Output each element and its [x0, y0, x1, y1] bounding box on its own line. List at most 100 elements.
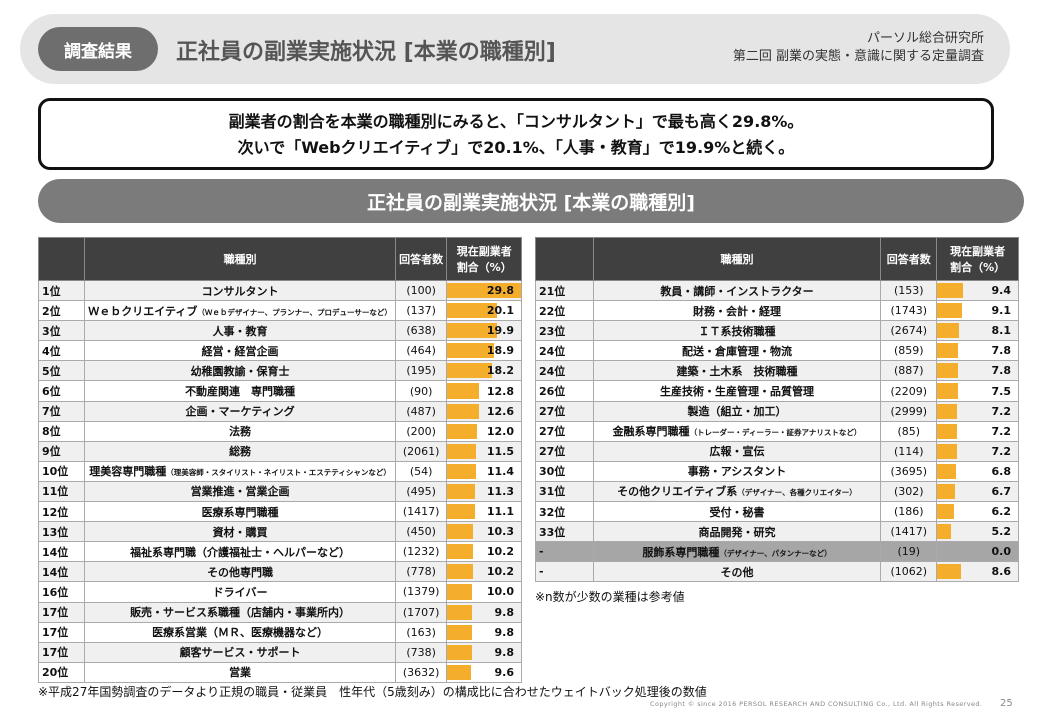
rate-value: 8.1	[991, 324, 1012, 338]
job-cell: 受付・秘書	[592, 501, 882, 523]
rank-cell: 21位	[535, 279, 594, 302]
respondents-cell: (137)	[394, 300, 448, 322]
table-row: 13位 資材・購買 (450) 10.3	[37, 521, 522, 543]
ranking-table-left: 職種別 回答者数 現在副業者 割合（%） 1位 コンサルタント (100) 29.8 2…	[37, 237, 522, 683]
header-n: 回答者数	[394, 237, 448, 281]
job-cell: 法務	[84, 420, 396, 442]
table-row: 30位 事務・アシスタント (3695) 6.8	[535, 460, 1019, 482]
rate-bar	[937, 303, 962, 319]
rate-cell: 18.9	[446, 340, 522, 362]
rank-cell: 23位	[535, 320, 594, 342]
rate-bar	[447, 363, 493, 379]
table-row: 33位 商品開発・研究 (1417) 5.2	[535, 521, 1019, 543]
job-cell: 福祉系専門職（介護福祉士・ヘルパーなど）	[84, 541, 396, 563]
respondents-cell: (1232)	[394, 541, 448, 563]
rate-bar	[447, 504, 475, 520]
job-cell: その他専門職	[84, 561, 396, 583]
rate-bar	[447, 584, 473, 600]
job-cell: 顧客サービス・サポート	[84, 641, 396, 663]
rank-cell: 20位	[37, 661, 86, 683]
rank-cell: 12位	[37, 501, 86, 523]
rate-value: 7.2	[991, 444, 1012, 458]
job-label: 顧客サービス・サポート	[179, 646, 301, 660]
job-label: 経営・経営企画	[201, 344, 279, 358]
job-note: （トレーダー・ディーラー・証券アナリストなど）	[689, 428, 862, 438]
rate-cell: 9.1	[936, 300, 1019, 322]
respondents-cell: (85)	[880, 420, 938, 442]
rate-bar	[447, 443, 476, 459]
rate-value: 9.8	[494, 605, 515, 619]
rate-bar	[447, 483, 476, 500]
rate-cell: 9.6	[446, 661, 522, 683]
header-job: 職種別	[84, 237, 396, 281]
job-label: 医療系営業（ＭＲ、医療機器など）	[152, 626, 329, 640]
job-cell: 事務・アシスタント	[592, 460, 882, 482]
table-row: 1位 コンサルタント (100) 29.8	[37, 279, 522, 302]
rank-cell: 27位	[535, 440, 594, 462]
respondents-cell: (3695)	[880, 460, 938, 482]
header-rate-line2: 割合（%）	[950, 261, 1006, 274]
header-rate: 現在副業者 割合（%）	[446, 237, 522, 281]
rate-bar	[937, 524, 952, 540]
rate-value: 6.8	[991, 464, 1012, 478]
job-cell: 不動産関連 専門職種	[84, 380, 396, 402]
job-label: ＩＴ系技術職種	[698, 324, 776, 338]
table-row: 11位 営業推進・営業企画 (495) 11.3	[37, 480, 522, 503]
rate-cell: 8.6	[936, 561, 1019, 583]
respondents-cell: (19)	[880, 541, 938, 563]
job-label: 受付・秘書	[709, 505, 765, 519]
table-row: 14位 福祉系専門職（介護福祉士・ヘルパーなど） (1232) 10.2	[37, 541, 522, 563]
job-cell: 総務	[84, 440, 396, 462]
rate-value: 10.2	[486, 545, 514, 559]
table-row: 9位 総務 (2061) 11.5	[37, 440, 522, 462]
table-row: 14位 その他専門職 (778) 10.2	[37, 561, 522, 583]
rate-value: 7.5	[991, 384, 1012, 398]
table-row: 23位 ＩＴ系技術職種 (2674) 8.1	[535, 320, 1019, 342]
job-label: コンサルタント	[201, 284, 279, 298]
rate-cell: 5.2	[936, 521, 1019, 543]
header-rate: 現在副業者 割合（%）	[936, 237, 1019, 281]
table-row: - 服飾系専門職種（デザイナー、パタンナーなど） (19) 0.0	[535, 541, 1019, 563]
rate-value: 11.3	[486, 484, 514, 498]
job-cell: 金融系専門職種（トレーダー・ディーラー・証券アナリストなど）	[592, 420, 882, 442]
rate-bar	[937, 423, 957, 439]
job-cell: 経営・経営企画	[84, 340, 396, 362]
rate-cell: 11.1	[446, 501, 522, 523]
table-row: 22位 財務・会計・経理 (1743) 9.1	[535, 300, 1019, 322]
job-cell: 理美容専門職種（理美容師・スタイリスト・ネイリスト・エステティシャンなど）	[84, 460, 396, 482]
rate-cell: 12.6	[446, 400, 522, 422]
rate-value: 6.2	[991, 505, 1012, 519]
job-cell: 医療系営業（ＭＲ、医療機器など）	[84, 621, 396, 643]
job-cell: 配送・倉庫管理・物流	[592, 340, 882, 362]
header-rate-line1: 現在副業者	[950, 245, 1006, 258]
rate-bar	[447, 604, 472, 620]
rate-value: 9.8	[494, 645, 515, 659]
job-cell: 資材・購買	[84, 521, 396, 543]
rank-cell: 1位	[37, 279, 86, 302]
rate-value: 12.0	[486, 424, 514, 438]
rate-cell: 10.0	[446, 581, 522, 603]
job-cell: 製造（組立・加工）	[592, 400, 882, 422]
rate-bar	[937, 463, 956, 479]
rate-value: 20.1	[486, 304, 514, 318]
rate-value: 18.2	[486, 364, 514, 378]
job-label: 営業	[229, 666, 252, 680]
rate-value: 7.8	[991, 344, 1012, 358]
rank-cell: 17位	[37, 601, 86, 623]
job-label: 総務	[229, 445, 252, 459]
table-row: 12位 医療系専門職種 (1417) 11.1	[37, 501, 522, 523]
rank-cell: 17位	[37, 641, 86, 663]
job-cell: 販売・サービス系職種（店舗内・事業所内）	[84, 601, 396, 623]
job-label: ドライバー	[212, 585, 268, 599]
rate-cell: 11.5	[446, 440, 522, 462]
rate-bar	[447, 323, 497, 339]
summary-line-1: 副業者の割合を本業の職種別にみると、「コンサルタント」で最も高く29.8%。	[228, 112, 804, 131]
respondents-cell: (1062)	[880, 561, 938, 583]
rate-cell: 7.2	[936, 420, 1019, 442]
job-label: 広報・宣伝	[709, 445, 765, 459]
rate-value: 11.4	[486, 464, 514, 478]
respondents-cell: (200)	[394, 420, 448, 442]
rate-bar	[937, 483, 956, 500]
rate-value: 10.3	[486, 525, 514, 539]
rank-cell: 27位	[535, 400, 594, 422]
